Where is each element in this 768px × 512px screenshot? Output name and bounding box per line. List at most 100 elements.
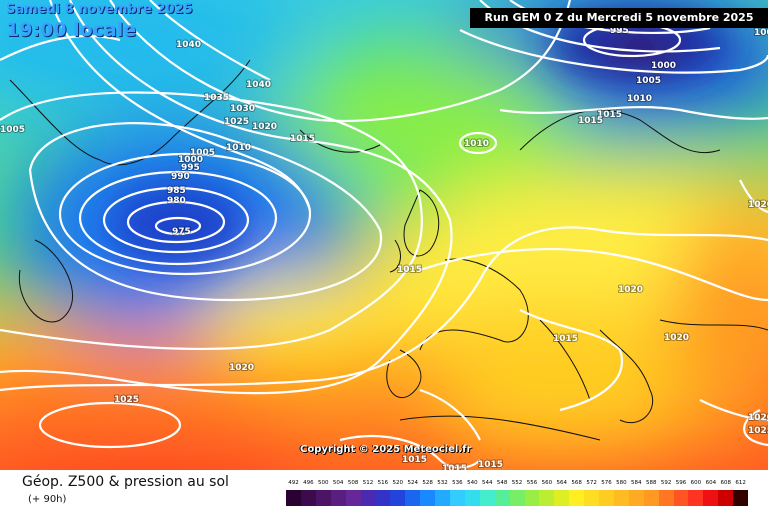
legend-swatch bbox=[613, 490, 629, 506]
pressure-label: 980 bbox=[167, 196, 186, 206]
legend-value: 508 bbox=[347, 480, 359, 486]
legend-value: 516 bbox=[377, 480, 389, 486]
pressure-label: 1020 bbox=[748, 200, 768, 210]
legend-swatch bbox=[479, 490, 495, 506]
pressure-label: 1020 bbox=[618, 285, 643, 295]
legend-swatch bbox=[286, 490, 301, 506]
legend-value: 540 bbox=[467, 480, 478, 486]
legend-value: 532 bbox=[437, 480, 448, 486]
pressure-label: 985 bbox=[167, 186, 186, 196]
coastlines bbox=[9, 59, 768, 441]
legend-value: 576 bbox=[601, 480, 612, 486]
legend-swatch bbox=[524, 490, 540, 506]
forecast-date: Samedi 8 novembre 2025 bbox=[6, 2, 193, 17]
pressure-label: 1005 bbox=[636, 76, 661, 86]
legend-value: 548 bbox=[496, 480, 508, 486]
pressure-label: 1000 bbox=[178, 155, 203, 165]
legend-swatch bbox=[300, 490, 316, 506]
pressure-label: 1020 bbox=[748, 413, 768, 423]
legend-value: 512 bbox=[362, 480, 374, 486]
legend-swatch bbox=[509, 490, 525, 506]
color-legend: 492 496 500 504 508 512 516 520 524 528 532 536 540 5… bbox=[286, 480, 749, 508]
isobars bbox=[0, 0, 768, 468]
legend-swatch bbox=[599, 490, 614, 506]
pressure-label: 1005 bbox=[0, 125, 25, 135]
pressure-label: 1015 bbox=[442, 464, 467, 470]
legend-swatch bbox=[703, 490, 719, 506]
pressure-label: 1010 bbox=[627, 94, 652, 104]
valid-time: Samedi 8 novembre 2025 19:00 locale bbox=[6, 2, 193, 42]
legend-swatch bbox=[464, 490, 480, 506]
pressure-label: 1015 bbox=[478, 460, 503, 470]
legend-swatch bbox=[584, 490, 600, 506]
pressure-label: 1040 bbox=[246, 80, 271, 90]
legend-swatch bbox=[628, 490, 644, 506]
legend-value: 596 bbox=[675, 480, 687, 486]
pressure-label: 995 bbox=[181, 163, 200, 173]
pressure-label: 1015 bbox=[290, 134, 315, 144]
legend-value: 524 bbox=[407, 480, 418, 486]
legend-swatch bbox=[673, 490, 689, 506]
legend-value: 520 bbox=[392, 480, 404, 486]
legend-swatch bbox=[449, 490, 465, 506]
pressure-label: 1000 bbox=[651, 61, 676, 71]
pressure-label: 1025 bbox=[748, 426, 768, 436]
legend-swatch bbox=[718, 490, 734, 506]
pressure-label: 1035 bbox=[204, 93, 229, 103]
model-run-info: Run GEM 0 Z du Mercredi 5 novembre 2025 bbox=[470, 8, 768, 28]
pressure-label: 1005 bbox=[190, 148, 215, 158]
legend-swatch bbox=[688, 490, 704, 506]
legend-swatch bbox=[539, 490, 555, 506]
legend-value: 564 bbox=[556, 480, 568, 486]
pressure-label: 1015 bbox=[397, 265, 422, 275]
legend-value: 568 bbox=[571, 480, 582, 486]
pressure-label: 1020 bbox=[252, 122, 277, 132]
legend-value: 500 bbox=[318, 480, 329, 486]
legend-value: 492 bbox=[288, 480, 299, 486]
legend-value: 580 bbox=[616, 480, 627, 486]
pressure-label: 1010 bbox=[464, 139, 489, 149]
synoptic-map: 1040 1040 1035 1030 1025 1020 1015 1010 … bbox=[0, 0, 768, 470]
pressure-label: 1015 bbox=[553, 334, 578, 344]
pressure-label: 1040 bbox=[176, 40, 201, 50]
legend-value: 588 bbox=[645, 480, 657, 486]
legend-swatch bbox=[733, 490, 749, 506]
legend-value: 600 bbox=[690, 480, 702, 486]
pressure-label: 995 bbox=[610, 26, 629, 36]
legend-swatch bbox=[345, 490, 361, 506]
legend-value: 572 bbox=[586, 480, 597, 486]
forecast-local-time: 19:00 locale bbox=[6, 19, 137, 41]
legend-value: 496 bbox=[303, 480, 314, 486]
legend-value: 560 bbox=[541, 480, 553, 486]
pressure-labels: 1040 1040 1035 1030 1025 1020 1015 1010 … bbox=[0, 25, 768, 470]
chart-title: Géop. Z500 & pression au sol bbox=[22, 474, 229, 490]
legend-value: 544 bbox=[481, 480, 493, 486]
legend-swatch bbox=[405, 490, 421, 506]
pressure-label: 1030 bbox=[230, 104, 255, 114]
pressure-label: 1015 bbox=[597, 110, 622, 120]
legend-swatch bbox=[569, 490, 585, 506]
legend-value: 504 bbox=[332, 480, 344, 486]
pressure-label: 975 bbox=[172, 227, 191, 237]
pressure-label: 990 bbox=[171, 172, 190, 182]
forecast-lead-time: (+ 90h) bbox=[28, 494, 67, 505]
pressure-label: 1015 bbox=[578, 116, 603, 126]
pressure-label: 1010 bbox=[226, 143, 251, 153]
legend-value: 604 bbox=[705, 480, 717, 486]
copyright-notice: Copyright © 2025 Meteociel.fr bbox=[300, 444, 472, 455]
legend-swatch bbox=[643, 490, 659, 506]
pressure-label: 1020 bbox=[664, 333, 689, 343]
legend-swatch bbox=[420, 490, 436, 506]
legend-swatch bbox=[494, 490, 510, 506]
legend-swatches bbox=[286, 490, 749, 506]
pressure-label: 1020 bbox=[229, 363, 254, 373]
legend-swatch bbox=[554, 490, 570, 506]
legend-swatch bbox=[375, 490, 391, 506]
pressure-label: 1025 bbox=[114, 395, 139, 405]
legend-value: 556 bbox=[526, 480, 538, 486]
legend-swatch bbox=[390, 490, 406, 506]
legend-value: 528 bbox=[422, 480, 433, 486]
pressure-label: 1025 bbox=[224, 117, 249, 127]
legend-swatch bbox=[315, 490, 331, 506]
